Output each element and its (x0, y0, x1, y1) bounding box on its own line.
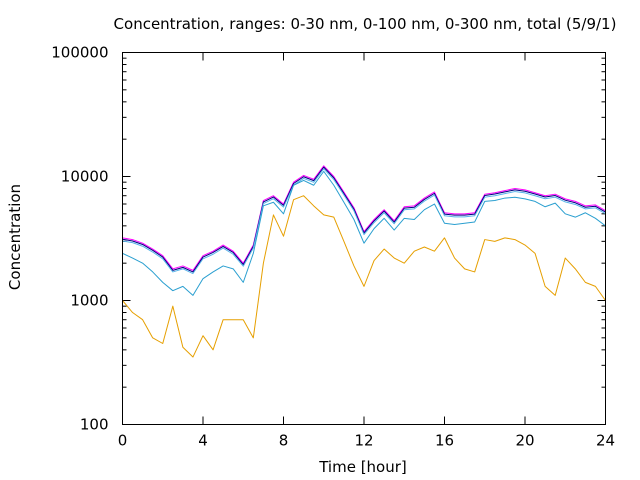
x-tick-label: 24 (596, 432, 615, 450)
plot-frame (122, 52, 606, 425)
x-tick-label: 8 (279, 432, 289, 450)
chart-title: Concentration, ranges: 0-30 nm, 0-100 nm… (114, 15, 617, 33)
series-line-5 (122, 195, 606, 358)
y-tick-label: 1000 (70, 292, 108, 310)
x-tick-label: 16 (435, 432, 454, 450)
y-axis-label: Concentration (6, 184, 24, 290)
x-tick-label: 4 (198, 432, 208, 450)
y-tick-label: 100 (80, 416, 109, 434)
series-line-1 (122, 165, 606, 271)
series-layer (122, 165, 606, 358)
x-tick-label: 0 (118, 432, 128, 450)
series-line-3 (122, 168, 606, 275)
axis-ticks: 0 4 8 12 16 20 24 100 1000 10000 100000 (51, 44, 615, 450)
x-axis-label: Time [hour] (318, 458, 407, 476)
y-tick-label: 10000 (61, 168, 109, 186)
x-tick-label: 20 (515, 432, 534, 450)
series-line-2 (122, 166, 606, 273)
x-tick-label: 12 (354, 432, 373, 450)
y-tick-label: 100000 (51, 44, 108, 62)
series-line-4 (122, 170, 606, 296)
